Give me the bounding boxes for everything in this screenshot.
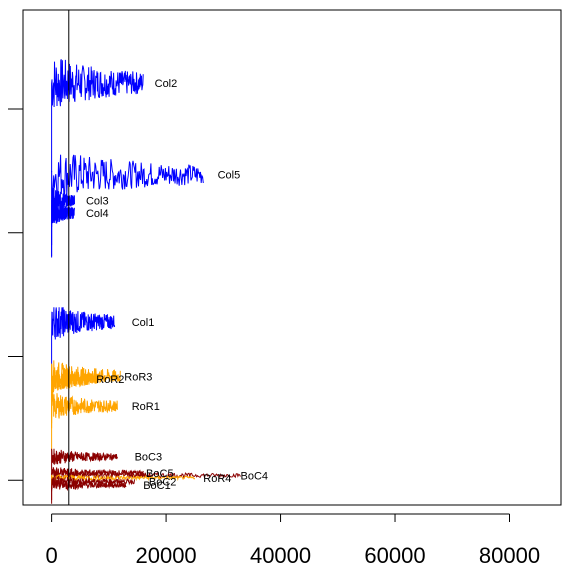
series-line-col4 [51, 202, 75, 258]
series-label-ror2: RoR2 [96, 374, 124, 386]
x-tick-label-4: 80000 [479, 543, 540, 568]
series-label-boc2: BoC2 [149, 476, 177, 488]
x-tick-label-2: 40000 [250, 543, 311, 568]
series-line-col1 [51, 307, 116, 382]
series-label-ror3: RoR3 [124, 371, 152, 383]
series-label-boc4: BoC4 [240, 470, 268, 482]
series-label-col3: Col3 [86, 196, 109, 208]
series-line-col2 [51, 59, 144, 173]
series-line-col3 [51, 186, 75, 246]
series-line-boc3 [51, 448, 118, 483]
series-label-boc3: BoC3 [135, 452, 163, 464]
series-layer [51, 59, 241, 504]
series-line-ror2 [51, 364, 98, 424]
series-line-boc4 [51, 470, 241, 491]
x-tick-label-3: 60000 [364, 543, 425, 568]
series-label-boc1: BoC1 [143, 480, 171, 492]
series-line-ror4 [51, 473, 196, 489]
series-label-ror1: RoR1 [132, 401, 160, 413]
series-label-col2: Col2 [155, 78, 178, 90]
series-line-ror1 [51, 391, 118, 451]
series-line-col5 [51, 154, 204, 257]
series-line-boc1 [51, 479, 127, 504]
x-tick-label-0: 0 [45, 543, 57, 568]
series-label-boc5: BoC5 [146, 468, 174, 480]
series-label-col5: Col5 [218, 170, 241, 182]
series-label-col1: Col1 [132, 317, 155, 329]
x-tick-label-1: 20000 [135, 543, 196, 568]
y-axis [8, 108, 24, 481]
series-label-col4: Col4 [86, 208, 109, 220]
series-label-ror4: RoR4 [203, 473, 231, 485]
x-axis: 0 20000 40000 60000 80000 [45, 513, 540, 568]
